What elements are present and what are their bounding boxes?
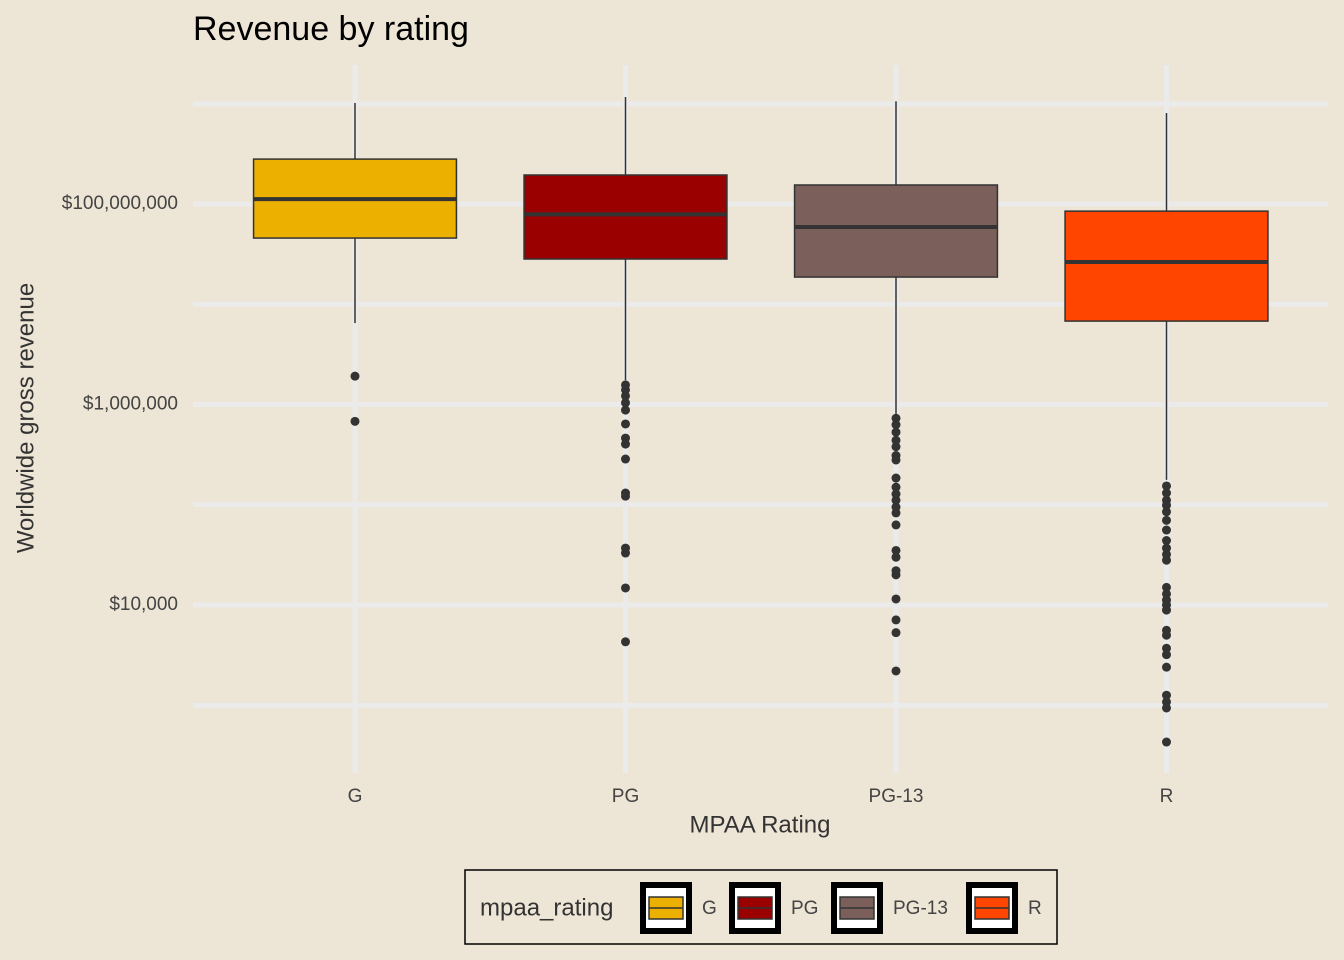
outlier bbox=[891, 594, 901, 604]
outlier bbox=[1162, 643, 1171, 653]
legend-label: G bbox=[702, 898, 717, 919]
outlier bbox=[621, 491, 630, 501]
outlier bbox=[891, 435, 901, 445]
legend-title: mpaa_rating bbox=[480, 894, 613, 921]
outlier bbox=[621, 454, 630, 464]
outlier bbox=[1162, 703, 1171, 713]
outlier bbox=[1162, 525, 1171, 535]
legend-label: R bbox=[1028, 898, 1042, 919]
outlier bbox=[1162, 662, 1171, 672]
x-tick-label: R bbox=[1160, 786, 1174, 807]
legend-label: PG-13 bbox=[893, 898, 948, 919]
y-tick-label: $100,000,000 bbox=[62, 193, 178, 214]
y-axis-label: Worldwide gross revenue bbox=[12, 283, 39, 553]
outlier bbox=[891, 552, 901, 562]
outlier bbox=[891, 442, 901, 452]
outlier bbox=[1162, 488, 1171, 498]
outlier bbox=[621, 439, 630, 449]
box bbox=[523, 174, 728, 260]
outlier bbox=[1162, 536, 1171, 546]
y-tick-label: $10,000 bbox=[109, 594, 178, 615]
outlier bbox=[621, 391, 630, 401]
outlier bbox=[1162, 630, 1171, 640]
chart-title: Revenue by rating bbox=[193, 10, 469, 48]
outlier bbox=[891, 508, 901, 518]
x-tick-label: PG bbox=[612, 786, 639, 807]
outlier bbox=[891, 420, 901, 430]
outlier bbox=[891, 545, 901, 555]
outlier bbox=[1162, 582, 1171, 592]
outlier bbox=[891, 628, 901, 638]
outlier bbox=[891, 455, 901, 465]
outlier bbox=[891, 570, 901, 580]
outlier bbox=[891, 413, 901, 423]
x-axis-label: MPAA Rating bbox=[690, 811, 831, 838]
outlier bbox=[1162, 690, 1171, 700]
outlier bbox=[891, 489, 901, 499]
box bbox=[1064, 210, 1269, 322]
outlier bbox=[621, 548, 630, 558]
outlier bbox=[1162, 507, 1171, 517]
outlier bbox=[621, 583, 630, 593]
outlier bbox=[891, 615, 901, 625]
outlier bbox=[1162, 500, 1171, 510]
x-tick-label: PG-13 bbox=[869, 786, 924, 807]
outlier bbox=[891, 427, 901, 437]
outlier bbox=[891, 520, 901, 530]
outlier bbox=[1162, 543, 1171, 553]
x-tick-label: G bbox=[348, 786, 363, 807]
y-tick-label: $1,000,000 bbox=[83, 394, 178, 415]
outlier bbox=[1162, 605, 1171, 615]
legend-label: PG bbox=[791, 898, 818, 919]
outlier bbox=[621, 637, 630, 647]
outlier bbox=[891, 666, 901, 676]
outlier bbox=[350, 416, 360, 426]
outlier bbox=[891, 482, 901, 492]
outlier bbox=[621, 419, 630, 429]
outlier bbox=[1162, 737, 1171, 747]
outlier bbox=[621, 398, 630, 408]
box bbox=[793, 184, 999, 278]
legend-box bbox=[464, 869, 1058, 945]
outlier bbox=[1162, 555, 1171, 565]
outlier bbox=[621, 405, 630, 415]
outlier bbox=[1162, 481, 1171, 491]
outlier bbox=[891, 495, 901, 505]
outlier bbox=[350, 371, 360, 381]
outlier bbox=[1162, 650, 1171, 660]
outlier bbox=[1162, 589, 1171, 599]
outlier bbox=[891, 473, 901, 483]
outlier bbox=[1162, 515, 1171, 525]
